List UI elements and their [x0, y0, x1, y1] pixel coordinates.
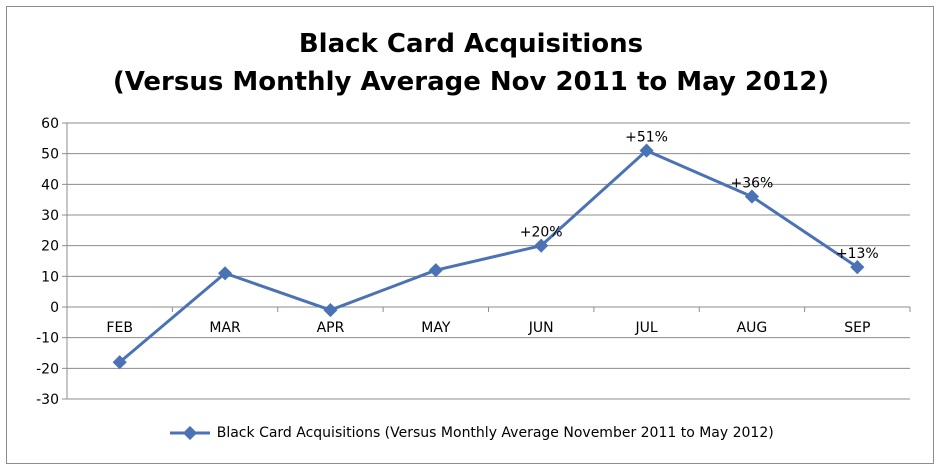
y-tick-label-9: -30 [36, 392, 59, 408]
point-aug [744, 189, 760, 204]
data-label-sep: +13% [836, 246, 879, 262]
y-tick-label-4: 20 [41, 239, 59, 255]
y-tick-label-5: 10 [41, 269, 59, 285]
point-feb [112, 355, 127, 370]
point-may [428, 263, 443, 278]
point-jul [639, 143, 654, 158]
point-mar [217, 266, 233, 281]
x-tick-label-may: MAY [421, 320, 451, 336]
x-tick-label-aug: AUG [737, 320, 768, 336]
y-tick-label-8: -20 [36, 361, 59, 377]
chart-frame: Black Card Acquisitions (Versus Monthly … [6, 6, 934, 464]
y-tick-label-0: 60 [41, 116, 59, 132]
x-tick-label-jun: JUN [528, 320, 554, 336]
y-tick-label-7: -10 [36, 331, 59, 347]
x-tick-label-mar: MAR [209, 320, 241, 336]
y-tick-label-6: 0 [50, 300, 59, 316]
legend-series-label: Black Card Acquisitions (Versus Monthly … [216, 425, 774, 441]
chart-title-line2: (Versus Monthly Average Nov 2011 to May … [112, 67, 830, 97]
point-sep [850, 260, 865, 275]
y-tick-label-1: 50 [41, 147, 59, 163]
y-tick-label-3: 30 [41, 208, 59, 224]
legend-marker [170, 426, 211, 440]
x-tick-label-feb: FEB [106, 320, 133, 336]
chart-legend: Black Card Acquisitions (Versus Monthly … [7, 425, 935, 441]
chart-plot: 60 50 40 30 20 10 0 -10 -20 -30 FEB MAR APR MAY JUN JUL… [36, 116, 911, 408]
data-label-aug: +36% [731, 176, 774, 192]
chart-title: Black Card Acquisitions (Versus Monthly … [7, 25, 935, 101]
point-jun [534, 238, 549, 253]
chart-title-line1: Black Card Acquisitions [298, 29, 644, 59]
point-apr [323, 302, 338, 318]
x-tick-label-sep: SEP [844, 320, 870, 336]
data-label-jul: +51% [625, 130, 668, 146]
x-tick-label-apr: APR [317, 320, 345, 336]
y-tick-label-2: 40 [41, 177, 59, 193]
data-label-jun: +20% [520, 225, 563, 241]
series-line [118, 149, 859, 364]
x-tick-label-jul: JUL [634, 320, 657, 336]
